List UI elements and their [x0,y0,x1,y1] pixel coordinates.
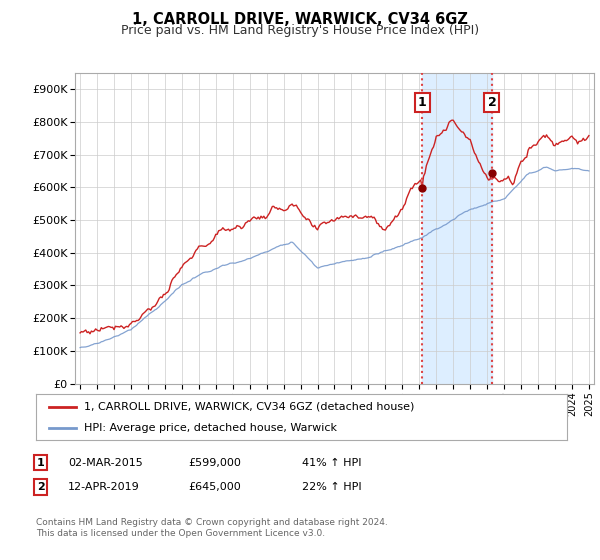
Text: 1, CARROLL DRIVE, WARWICK, CV34 6GZ (detached house): 1, CARROLL DRIVE, WARWICK, CV34 6GZ (det… [84,402,414,412]
Text: Price paid vs. HM Land Registry's House Price Index (HPI): Price paid vs. HM Land Registry's House … [121,24,479,37]
Text: 12-APR-2019: 12-APR-2019 [68,482,140,492]
Text: 2: 2 [488,96,496,109]
Text: 41% ↑ HPI: 41% ↑ HPI [302,458,361,468]
Text: £645,000: £645,000 [188,482,241,492]
Text: 1: 1 [37,458,44,468]
Text: HPI: Average price, detached house, Warwick: HPI: Average price, detached house, Warw… [84,423,337,433]
Text: 22% ↑ HPI: 22% ↑ HPI [302,482,361,492]
Text: This data is licensed under the Open Government Licence v3.0.: This data is licensed under the Open Gov… [36,529,325,538]
Bar [422,73,492,384]
Text: 1: 1 [418,96,427,109]
Text: 02-MAR-2015: 02-MAR-2015 [68,458,143,468]
Text: Contains HM Land Registry data © Crown copyright and database right 2024.: Contains HM Land Registry data © Crown c… [36,518,388,527]
Text: 1, CARROLL DRIVE, WARWICK, CV34 6GZ: 1, CARROLL DRIVE, WARWICK, CV34 6GZ [132,12,468,27]
Text: 2: 2 [37,482,44,492]
Text: £599,000: £599,000 [188,458,241,468]
